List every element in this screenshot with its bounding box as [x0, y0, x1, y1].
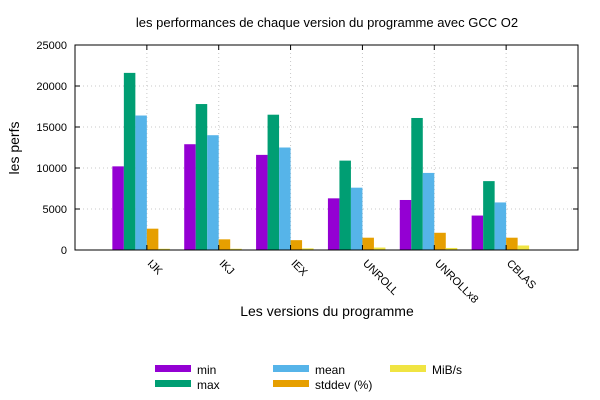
bar-max [195, 104, 208, 250]
bar-stddev [218, 239, 231, 250]
x-tick-label: CBLAS [504, 258, 538, 292]
legend-label: MiB/s [432, 363, 462, 377]
bar-min [399, 199, 412, 250]
plot-frame [74, 44, 579, 251]
bar-stddev [434, 232, 446, 250]
bar-stddev [362, 237, 374, 250]
legend-label: min [197, 363, 216, 377]
legend-label: stddev (%) [315, 378, 372, 392]
y-tick-label: 5000 [43, 204, 67, 216]
y-tick-label: 25000 [36, 40, 67, 52]
bar-max [267, 114, 280, 250]
y-tick-label: 10000 [36, 163, 67, 175]
legend-label: mean [315, 363, 345, 377]
legend-swatch [273, 380, 309, 387]
y-axis-title: les perfs [6, 122, 22, 175]
bar-mib-s [230, 248, 242, 250]
bars [112, 72, 530, 251]
chart-title: les performances de chaque version du pr… [136, 15, 518, 30]
y-tick-label: 15000 [36, 122, 67, 134]
bar-mean [494, 202, 507, 250]
bar-min [256, 154, 268, 250]
bar-stddev [146, 228, 159, 250]
bar-mib-s [517, 245, 530, 250]
bar-min [184, 144, 196, 250]
legend-swatch [155, 380, 191, 387]
bar-mib-s [302, 248, 314, 250]
bar-mean [279, 147, 291, 250]
bar-mib-s [373, 247, 386, 250]
legend-swatch [390, 365, 426, 372]
bar-max [339, 160, 351, 250]
x-tick-label: UNROLLx8 [432, 258, 480, 306]
legend-label: max [197, 378, 220, 392]
bar-max [123, 72, 136, 250]
x-tick-label: UNROLL [360, 258, 400, 298]
legend-swatch [155, 365, 191, 372]
bar-mean [350, 187, 363, 250]
bar-mean [135, 115, 147, 251]
bar-mib-s [158, 248, 170, 250]
bar-max [411, 117, 423, 250]
x-tick-label: IJK [145, 258, 165, 278]
bar-stddev [290, 240, 303, 250]
bar-min [327, 198, 340, 250]
x-tick-label: IKJ [217, 258, 237, 278]
bar-mean [207, 135, 219, 250]
x-axis-title: Les versions du programme [240, 303, 414, 319]
bar-mean [422, 172, 435, 250]
bar-max [483, 181, 495, 250]
y-tick-label: 20000 [36, 81, 67, 93]
bar-stddev [506, 237, 518, 250]
y-tick-label: 0 [61, 245, 67, 257]
bar-min [471, 215, 484, 250]
legend-swatch [273, 365, 309, 372]
bar-min [112, 166, 124, 250]
bar-mib-s [445, 247, 458, 250]
x-tick-label: IEX [288, 258, 309, 279]
